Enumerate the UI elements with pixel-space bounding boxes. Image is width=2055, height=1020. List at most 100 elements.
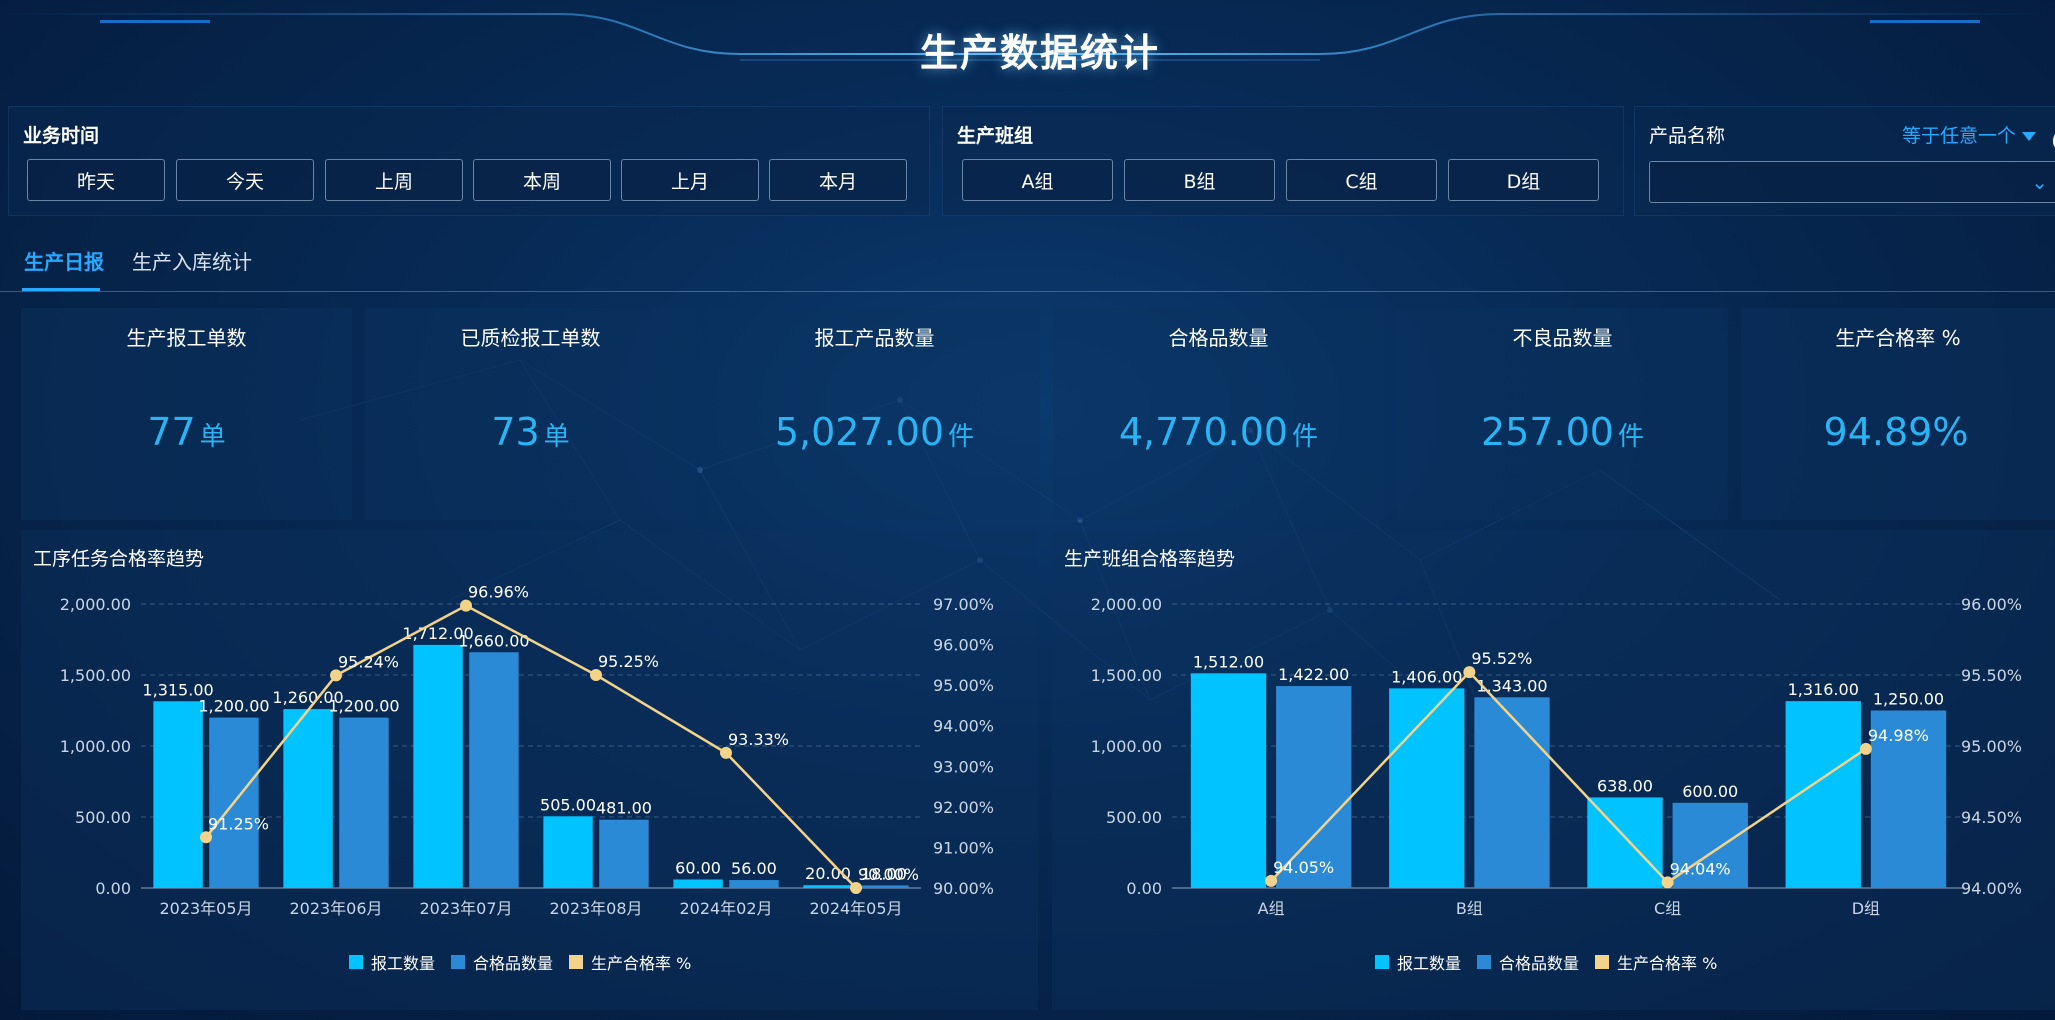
bar-reported	[1587, 797, 1663, 888]
legend-item-qualified[interactable]: 合格品数量	[1477, 950, 1579, 974]
x-tick-label: 2024年05月	[809, 899, 902, 918]
filter-this-month-button[interactable]: 本月	[769, 159, 907, 201]
bar-qualified	[339, 717, 389, 888]
y-tick-label-left: 500.00	[75, 808, 131, 827]
pass-rate-point	[720, 746, 732, 759]
kpi-number: 257.00	[1481, 410, 1614, 454]
x-tick-label: 2023年07月	[419, 899, 512, 918]
pass-rate-label: 93.33%	[728, 730, 789, 749]
kpi-number: 94.89%	[1823, 410, 1969, 454]
filter-last-week-button[interactable]: 上周	[325, 159, 463, 201]
tab-divider	[0, 291, 2055, 292]
y-tick-label-left: 1,500.00	[60, 666, 131, 685]
y-tick-label-right: 96.00%	[933, 636, 994, 655]
filter-today-button[interactable]: 今天	[176, 159, 314, 201]
legend-item-pass-rate[interactable]: 生产合格率 %	[1595, 950, 1717, 974]
filter-group-c-button[interactable]: C组	[1286, 159, 1437, 201]
kpi-title: 报工产品数量	[814, 326, 935, 350]
y-tick-label-left: 2,000.00	[60, 595, 131, 614]
kpi-number: 5,027.00	[774, 410, 945, 454]
y-tick-label-left: 1,500.00	[1091, 666, 1162, 685]
pass-rate-line	[205, 604, 857, 889]
pass-rate-point	[590, 669, 602, 681]
y-tick-label-left: 2,000.00	[1091, 595, 1162, 614]
pass-rate-point	[200, 831, 212, 844]
legend-item-qualified[interactable]: 合格品数量	[451, 950, 553, 974]
legend-swatch	[1595, 955, 1610, 969]
kpi-unit: 件	[1617, 422, 1644, 452]
legend-label: 报工数量	[1397, 954, 1462, 973]
bar-qualified	[599, 819, 649, 888]
bar-value-label: 1,250.00	[1873, 690, 1944, 709]
bar-value-label: 1,260.00	[272, 688, 343, 707]
x-tick-label: 2024年02月	[679, 899, 772, 918]
filter-group-b-button[interactable]: B组	[1124, 159, 1275, 201]
y-tick-label-right: 96.00%	[1961, 595, 2022, 614]
bar-qualified	[1672, 802, 1748, 888]
y-tick-label-left: 500.00	[1106, 808, 1162, 827]
group-pass-rate-chart: 2,000.00 1,500.00 1,000.00 500.00 0.00 96.00%…	[1091, 595, 2022, 918]
group-filter-panel: 生产班组 A组 B组 C组 D组	[942, 106, 1624, 216]
kpi-value: 77 单	[21, 410, 352, 454]
bar-reported	[803, 885, 853, 888]
group-filter-label: 生产班组	[957, 125, 1034, 147]
pass-rate-label: 95.25%	[598, 652, 659, 671]
filter-last-month-button[interactable]: 上月	[621, 159, 759, 201]
legend-label: 合格品数量	[473, 954, 554, 973]
product-filter-label: 产品名称	[1649, 125, 1726, 147]
kpi-card-qualified-quantity: 合格品数量 4,770.00 件	[1053, 308, 1384, 520]
y-tick-label-right: 95.00%	[933, 676, 994, 695]
tab-daily-report[interactable]: 生产日报	[24, 250, 104, 274]
kpi-unit: 件	[948, 422, 975, 452]
legend-item-reported[interactable]: 报工数量	[349, 950, 435, 974]
bar-reported	[283, 709, 333, 888]
bar-value-label: 1,316.00	[1788, 680, 1859, 699]
filter-group-d-button[interactable]: D组	[1448, 159, 1599, 201]
pass-rate-point	[1463, 666, 1476, 679]
active-tab-indicator	[22, 288, 100, 291]
filter-group-a-button[interactable]: A组	[962, 159, 1113, 201]
pass-rate-label: 94.05%	[1273, 858, 1334, 877]
product-condition-dropdown[interactable]: 等于任意一个	[1902, 121, 2036, 148]
bar-value-label: 1,712.00	[402, 624, 473, 643]
bar-reported	[543, 816, 593, 888]
chevron-down-icon: ⌄	[2031, 170, 2048, 194]
legend-label: 合格品数量	[1499, 954, 1580, 973]
bar-value-label: 18.00	[861, 864, 907, 883]
legend-item-pass-rate[interactable]: 生产合格率 %	[569, 950, 691, 974]
legend-item-reported[interactable]: 报工数量	[1375, 950, 1461, 974]
bar-value-label: 1,315.00	[142, 680, 213, 699]
product-select[interactable]: ⌄	[1649, 161, 2055, 203]
y-tick-label-right: 92.00%	[933, 798, 994, 817]
legend-label: 生产合格率 %	[591, 954, 692, 973]
kpi-number: 73	[491, 410, 540, 454]
pass-rate-point	[850, 882, 862, 894]
time-filter-label: 业务时间	[23, 125, 100, 147]
y-tick-label-left: 1,000.00	[60, 737, 131, 756]
y-tick-label-right: 97.00%	[933, 595, 994, 614]
filter-yesterday-button[interactable]: 昨天	[27, 159, 165, 201]
pass-rate-label: 94.98%	[1868, 726, 1929, 745]
y-tick-label-right: 91.00%	[933, 838, 994, 857]
bar-reported	[413, 644, 463, 888]
bar-qualified	[1276, 686, 1352, 888]
bar-value-label: 20.00	[805, 864, 851, 883]
bar-value-label: 481.00	[596, 799, 652, 818]
x-tick-label: 2023年08月	[549, 899, 642, 918]
bar-value-label: 1,200.00	[198, 697, 269, 716]
bar-qualified	[1870, 710, 1947, 888]
x-tick-label: B组	[1456, 899, 1483, 918]
kpi-value: 257.00 件	[1397, 410, 1728, 454]
kpi-card-defective-quantity: 不良品数量 257.00 件	[1397, 308, 1728, 520]
tab-warehouse-statistics[interactable]: 生产入库统计	[132, 250, 252, 274]
bar-value-label: 60.00	[675, 858, 721, 877]
product-condition-label: 等于任意一个	[1901, 125, 2016, 147]
bar-qualified	[729, 880, 779, 888]
filter-this-week-button[interactable]: 本周	[473, 159, 611, 201]
kpi-title: 已质检报工单数	[460, 326, 601, 350]
chart-title: 工序任务合格率趋势	[33, 548, 205, 570]
kpi-unit: 单	[199, 422, 226, 452]
chart-legend: 报工数量 合格品数量 生产合格率 %	[341, 948, 699, 976]
kpi-unit: 单	[543, 422, 570, 452]
pass-rate-label: 95.52%	[1471, 649, 1532, 668]
